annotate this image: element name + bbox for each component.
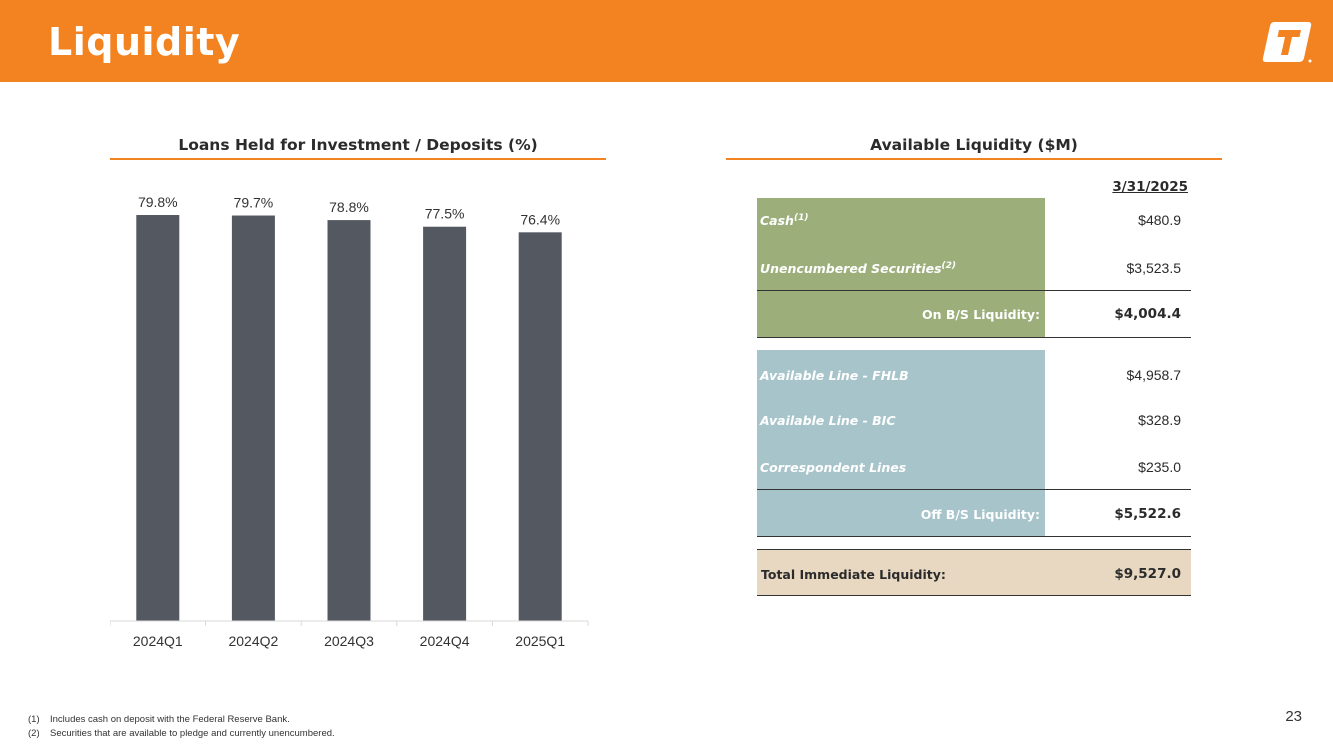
divider	[757, 549, 1191, 550]
bar-2025Q1	[518, 232, 562, 621]
row-label-cash: Cash(1)	[760, 213, 809, 229]
page-title: Liquidity	[48, 20, 241, 64]
total-label: Total Immediate Liquidity:	[761, 567, 946, 582]
chart-title: Loans Held for Investment / Deposits (%)	[178, 136, 538, 154]
date-header: 3/31/2025	[1112, 179, 1188, 195]
x-tick-label-2025Q1: 2025Q1	[515, 633, 565, 649]
divider	[757, 489, 1191, 490]
x-tick-label-2024Q4: 2024Q4	[420, 633, 470, 649]
row-label-fhlb: Available Line - FHLB	[760, 368, 909, 383]
slide-header: Liquidity	[0, 0, 1333, 82]
data-label-2024Q2: 79.7%	[234, 195, 274, 211]
row-label-bic: Available Line - BIC	[760, 413, 896, 428]
row-label-correspondent: Correspondent Lines	[760, 460, 907, 475]
chart-title-rule	[110, 158, 606, 160]
page-number: 23	[1285, 708, 1302, 725]
on-bs-block	[757, 198, 1045, 338]
data-label-2024Q4: 77.5%	[425, 206, 465, 222]
liquidity-title: Available Liquidity ($M)	[870, 136, 1078, 154]
divider	[757, 290, 1191, 291]
footnote: (1) Includes cash on deposit with the Fed…	[28, 714, 290, 725]
row-value-unencumbered-securities: $3,523.5	[1126, 260, 1182, 276]
data-label-2024Q3: 78.8%	[329, 199, 369, 215]
row-label-unencumbered-securities: Unencumbered Securities(2)	[760, 261, 957, 277]
x-tick-label-2024Q1: 2024Q1	[133, 633, 183, 649]
row-value-bic: $328.9	[1138, 412, 1181, 428]
off-bs-subtotal-value: $5,522.6	[1114, 506, 1181, 522]
divider	[757, 536, 1191, 537]
on-bs-subtotal-label: On B/S Liquidity:	[921, 307, 1040, 322]
row-value-fhlb: $4,958.7	[1126, 367, 1182, 383]
off-bs-block	[757, 350, 1045, 536]
x-tick-label-2024Q2: 2024Q2	[228, 633, 278, 649]
bar-2024Q4	[423, 226, 467, 621]
row-value-cash: $480.9	[1138, 212, 1181, 228]
total-value: $9,527.0	[1114, 566, 1181, 582]
bar-2024Q2	[231, 215, 275, 621]
on-bs-subtotal-value: $4,004.4	[1114, 306, 1181, 322]
data-label-2025Q1: 76.4%	[520, 211, 560, 227]
loans-deposits-bar-chart: 79.8% 2024Q1 79.7% 2024Q2 78.8% 2024Q3 77.5% 20…	[110, 194, 589, 649]
off-bs-subtotal-label: Off B/S Liquidity:	[920, 507, 1040, 522]
total-block	[757, 550, 1191, 596]
divider	[757, 337, 1191, 338]
footnote: (2) Securities that are available to pled…	[28, 728, 335, 739]
x-tick-label-2024Q3: 2024Q3	[324, 633, 374, 649]
divider	[757, 595, 1191, 596]
bar-2024Q1	[136, 215, 180, 621]
bar-2024Q3	[327, 220, 371, 622]
bank-logo-icon	[1262, 22, 1312, 63]
data-label-2024Q1: 79.8%	[138, 194, 178, 210]
row-value-correspondent: $235.0	[1138, 459, 1181, 475]
liquidity-title-rule	[726, 158, 1222, 160]
